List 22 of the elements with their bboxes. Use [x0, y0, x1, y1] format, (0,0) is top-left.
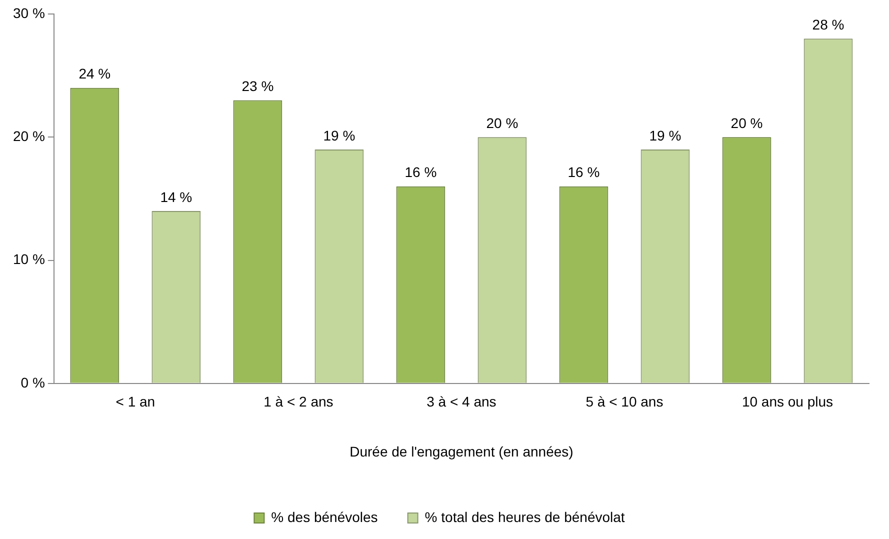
data-label: 20 % — [730, 114, 763, 131]
y-tick-label: 30 % — [12, 4, 45, 21]
data-label: 14 % — [160, 188, 192, 205]
y-tick-label: 20 % — [12, 128, 45, 144]
data-label: 28 % — [812, 16, 844, 32]
x-tick-label: 3 à < 4 ans — [426, 394, 496, 410]
y-tick-label: 0 % — [20, 374, 45, 390]
data-label: 23 % — [242, 78, 274, 94]
legend-label: % total des heures de bénévolat — [424, 508, 625, 525]
data-label: 24 % — [78, 66, 111, 82]
x-tick-label: < 1 an — [116, 394, 156, 410]
x-tick-label: 10 ans ou plus — [742, 394, 834, 410]
x-tick-label: 5 à < 10 ans — [586, 394, 664, 410]
data-label: 16 % — [404, 164, 437, 180]
data-label: 19 % — [323, 127, 356, 144]
x-tick-label: 1 à < 2 ans — [264, 394, 334, 410]
data-label: 19 % — [649, 127, 682, 144]
data-label: 16 % — [568, 164, 600, 180]
x-axis-title: Durée de l'engagement (en années) — [350, 443, 574, 460]
y-tick-label: 10 % — [12, 251, 45, 268]
data-label: 20 % — [486, 114, 518, 131]
legend-label: % des bénévoles — [271, 508, 378, 525]
